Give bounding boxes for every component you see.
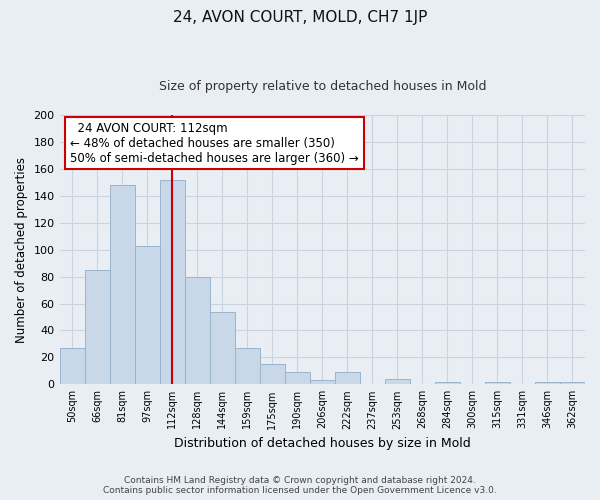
Bar — [285, 372, 310, 384]
Bar — [110, 185, 134, 384]
Bar — [560, 382, 585, 384]
Bar — [160, 180, 185, 384]
Text: 24, AVON COURT, MOLD, CH7 1JP: 24, AVON COURT, MOLD, CH7 1JP — [173, 10, 427, 25]
Bar — [260, 364, 285, 384]
X-axis label: Distribution of detached houses by size in Mold: Distribution of detached houses by size … — [174, 437, 470, 450]
Bar — [310, 380, 335, 384]
Bar — [535, 382, 560, 384]
Y-axis label: Number of detached properties: Number of detached properties — [15, 156, 28, 342]
Title: Size of property relative to detached houses in Mold: Size of property relative to detached ho… — [158, 80, 486, 93]
Bar — [134, 246, 160, 384]
Bar — [485, 382, 510, 384]
Bar — [185, 276, 209, 384]
Bar — [385, 379, 410, 384]
Text: Contains HM Land Registry data © Crown copyright and database right 2024.
Contai: Contains HM Land Registry data © Crown c… — [103, 476, 497, 495]
Bar — [335, 372, 360, 384]
Bar — [235, 348, 260, 385]
Text: 24 AVON COURT: 112sqm
← 48% of detached houses are smaller (350)
50% of semi-det: 24 AVON COURT: 112sqm ← 48% of detached … — [70, 122, 359, 164]
Bar — [435, 382, 460, 384]
Bar — [209, 312, 235, 384]
Bar — [85, 270, 110, 384]
Bar — [59, 348, 85, 385]
